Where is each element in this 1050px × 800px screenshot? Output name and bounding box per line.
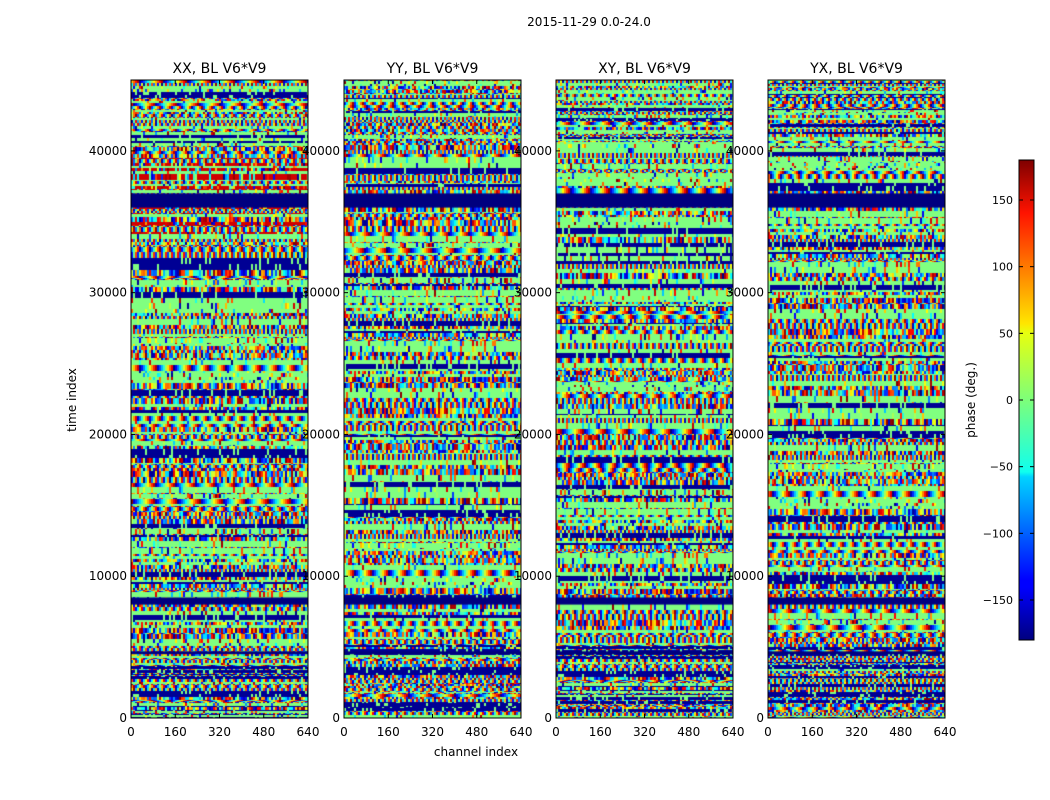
x-tick-label: 0 <box>764 725 772 739</box>
y-tick-label: 0 <box>756 711 764 725</box>
x-tick-label: 480 <box>889 725 912 739</box>
panels-layer: XX, BL V6*V9 0 160 320 480 640 0 10000 20000 3000… <box>89 61 957 739</box>
y-tick-label: 40000 <box>726 144 764 158</box>
x-tick-label: 640 <box>934 725 957 739</box>
panel-xx: XX, BL V6*V9 0 160 320 480 640 0 10000 20000 3000… <box>89 61 320 739</box>
y-tick-label: 40000 <box>302 144 340 158</box>
colorbar-tick-label: 0 <box>1006 394 1013 407</box>
y-tick-label: 40000 <box>514 144 552 158</box>
x-tick-label: 320 <box>208 725 231 739</box>
y-tick-label: 0 <box>544 711 552 725</box>
x-tick-label: 0 <box>340 725 348 739</box>
y-tick-label: 10000 <box>89 569 127 583</box>
x-tick-label: 160 <box>164 725 187 739</box>
panel-yx: YX, BL V6*V9 0 160 320 480 640 0 10000 20000 3000… <box>726 61 957 739</box>
colorbar-label: phase (deg.) <box>964 362 978 438</box>
x-axis-label: channel index <box>434 745 518 759</box>
x-tick-label: 640 <box>510 725 533 739</box>
x-tick-label: 640 <box>722 725 745 739</box>
x-tick-label: 320 <box>845 725 868 739</box>
x-tick-label: 320 <box>421 725 444 739</box>
y-tick-label: 20000 <box>89 427 127 441</box>
x-tick-label: 0 <box>127 725 135 739</box>
y-tick-label: 40000 <box>89 144 127 158</box>
x-tick-label: 160 <box>589 725 612 739</box>
x-tick-label: 480 <box>677 725 700 739</box>
colorbar-tick-label: −150 <box>983 594 1013 607</box>
y-tick-label: 30000 <box>89 286 127 300</box>
y-tick-label: 10000 <box>726 569 764 583</box>
panel-title: XY, BL V6*V9 <box>598 61 691 77</box>
y-tick-label: 30000 <box>302 286 340 300</box>
phase-heatmap <box>344 80 521 718</box>
phase-heatmap <box>556 80 733 718</box>
y-tick-label: 0 <box>332 711 340 725</box>
panel-title: YX, BL V6*V9 <box>809 61 903 77</box>
colorbar-tick-label: 100 <box>992 261 1013 274</box>
x-tick-label: 160 <box>801 725 824 739</box>
y-tick-label: 0 <box>119 711 127 725</box>
y-tick-label: 10000 <box>514 569 552 583</box>
x-tick-label: 160 <box>377 725 400 739</box>
colorbar-ticks: −150 −100 −50 0 50 100 150 <box>983 194 1034 607</box>
phase-heatmap <box>768 80 945 718</box>
colorbar-tick-label: −50 <box>990 461 1013 474</box>
colorbar: −150 −100 −50 0 50 100 150 phase (deg.) <box>964 159 1035 641</box>
colorbar-tick-label: −100 <box>983 527 1013 540</box>
colorbar-tick-label: 150 <box>992 194 1013 207</box>
y-tick-label: 20000 <box>514 427 552 441</box>
panel-xy: XY, BL V6*V9 0 160 320 480 640 0 10000 20000 3000… <box>514 61 745 739</box>
panel-title: XX, BL V6*V9 <box>173 61 267 77</box>
colorbar-tick-label: 50 <box>999 327 1013 340</box>
y-tick-label: 30000 <box>514 286 552 300</box>
x-tick-label: 480 <box>252 725 275 739</box>
y-axis-label: time index <box>65 368 79 432</box>
y-tick-label: 20000 <box>726 427 764 441</box>
x-tick-label: 640 <box>297 725 320 739</box>
figure-suptitle: 2015-11-29 0.0-24.0 <box>527 15 651 29</box>
x-tick-label: 480 <box>465 725 488 739</box>
y-tick-label: 20000 <box>302 427 340 441</box>
phase-heatmap <box>131 80 308 718</box>
panel-yy: YY, BL V6*V9 0 160 320 480 640 0 10000 20000 3000… <box>302 61 533 739</box>
x-tick-label: 320 <box>633 725 656 739</box>
panel-title: YY, BL V6*V9 <box>386 61 479 77</box>
x-tick-label: 0 <box>552 725 560 739</box>
y-tick-label: 30000 <box>726 286 764 300</box>
y-tick-label: 10000 <box>302 569 340 583</box>
